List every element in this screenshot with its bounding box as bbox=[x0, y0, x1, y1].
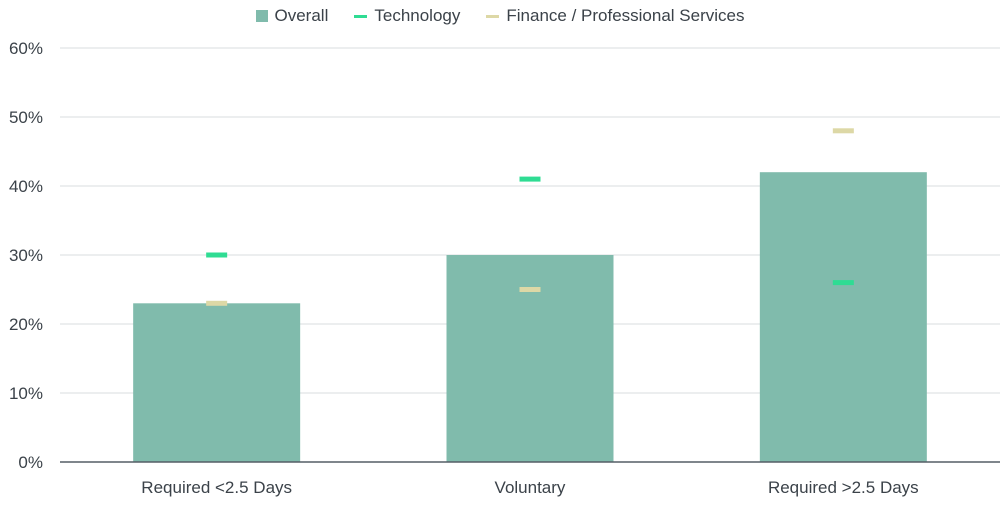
legend-swatch-finance bbox=[486, 14, 500, 18]
legend-label-overall: Overall bbox=[274, 6, 329, 25]
y-tick-label: 50% bbox=[9, 108, 43, 127]
legend-label-finance: Finance / Professional Services bbox=[506, 6, 745, 25]
x-tick-label: Required <2.5 Days bbox=[141, 478, 292, 497]
legend-item-technology: Technology bbox=[354, 6, 460, 26]
marker-point bbox=[832, 128, 854, 134]
legend-item-finance: Finance / Professional Services bbox=[486, 6, 744, 26]
x-tick-label: Voluntary bbox=[495, 478, 566, 497]
marker-point bbox=[206, 252, 228, 258]
y-tick-label: 40% bbox=[9, 177, 43, 196]
y-tick-label: 20% bbox=[9, 315, 43, 334]
legend-swatch-technology bbox=[354, 14, 368, 18]
y-tick-label: 30% bbox=[9, 246, 43, 265]
marker-point bbox=[206, 300, 228, 306]
bar bbox=[446, 255, 614, 462]
marker-point bbox=[832, 280, 854, 286]
x-tick-label: Required >2.5 Days bbox=[768, 478, 919, 497]
y-tick-label: 60% bbox=[9, 39, 43, 58]
bar bbox=[759, 172, 927, 462]
legend-swatch-overall bbox=[255, 10, 268, 22]
legend-item-overall: Overall bbox=[255, 6, 329, 26]
legend: Overall Technology Finance / Professiona… bbox=[0, 6, 1000, 26]
y-tick-label: 10% bbox=[9, 384, 43, 403]
marker-point bbox=[519, 287, 541, 292]
marker-point bbox=[519, 176, 541, 182]
bar bbox=[133, 303, 301, 462]
legend-label-technology: Technology bbox=[374, 6, 461, 25]
y-tick-label: 0% bbox=[18, 453, 43, 472]
